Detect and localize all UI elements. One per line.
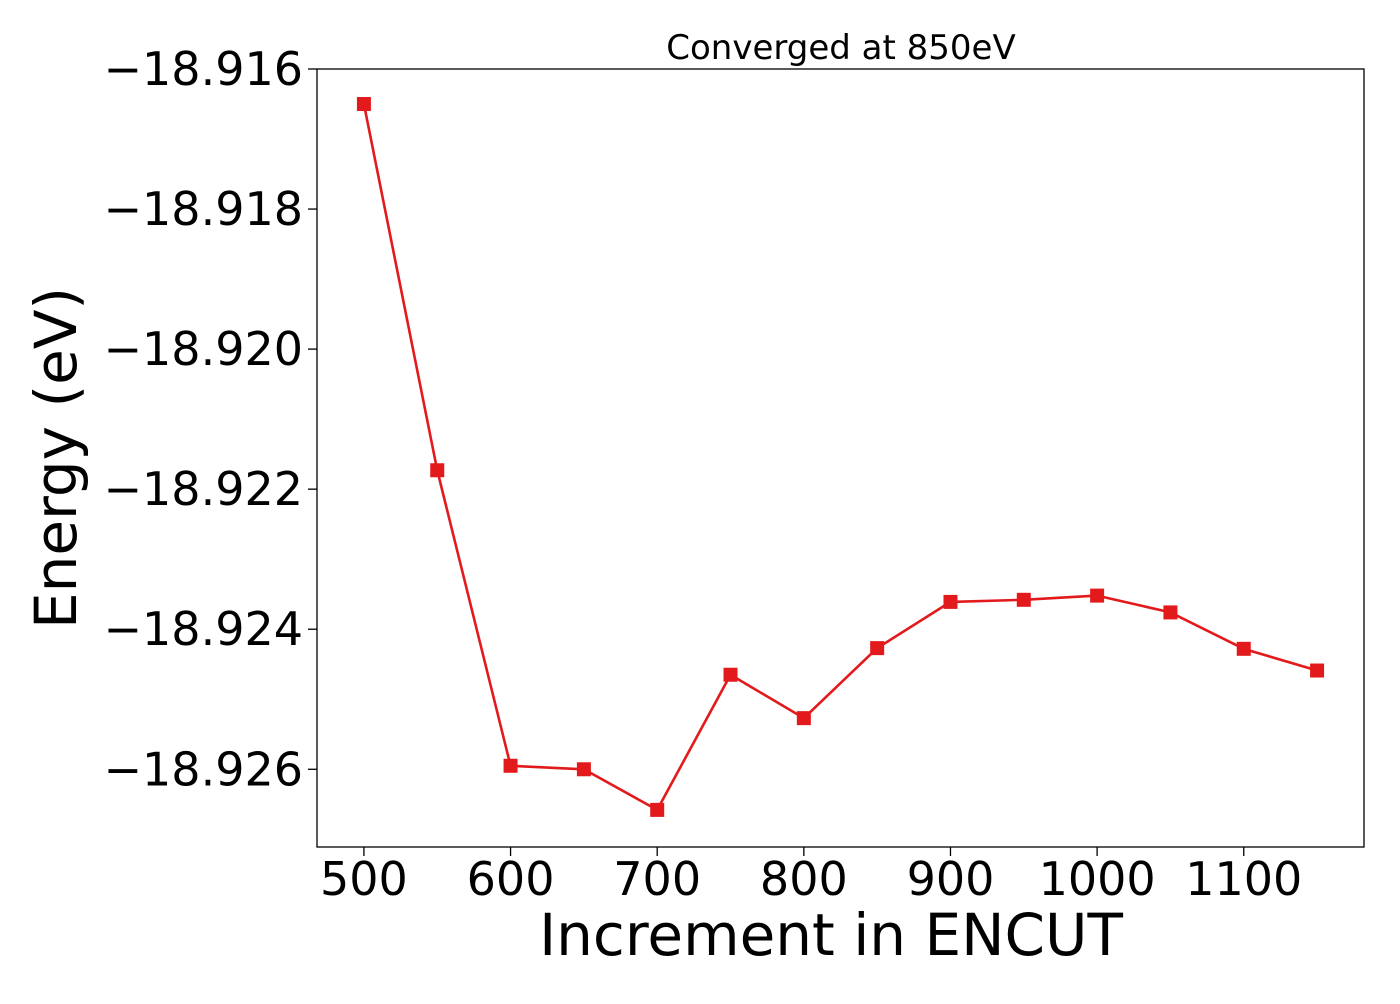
y-tick-label: −18.924 bbox=[104, 602, 304, 656]
data-point-marker bbox=[356, 97, 371, 112]
data-point-marker bbox=[870, 641, 885, 656]
y-tick-label: −18.926 bbox=[104, 742, 304, 796]
data-point-marker bbox=[430, 463, 445, 478]
x-tick-label: 1000 bbox=[1039, 852, 1156, 906]
y-axis-label: Energy (eV) bbox=[22, 287, 90, 629]
x-tick-label: 500 bbox=[320, 852, 408, 906]
chart-title: Converged at 850eV bbox=[666, 28, 1015, 68]
data-point-marker bbox=[796, 711, 811, 726]
x-tick-label: 1100 bbox=[1185, 852, 1302, 906]
x-tick-label: 600 bbox=[467, 852, 555, 906]
data-point-marker bbox=[576, 762, 591, 777]
data-point-marker bbox=[1090, 588, 1105, 603]
y-tick-label: −18.920 bbox=[104, 322, 304, 376]
data-point-marker bbox=[650, 802, 665, 817]
x-tick-label: 800 bbox=[760, 852, 848, 906]
x-tick-label: 700 bbox=[613, 852, 701, 906]
series-layer bbox=[356, 97, 1325, 817]
x-tick-label: 900 bbox=[907, 852, 995, 906]
x-axis-ticks: 500 600 700 800 900 1000 1100 bbox=[320, 847, 1302, 906]
data-point-marker bbox=[1236, 641, 1251, 656]
plot-area-frame bbox=[316, 68, 1365, 848]
y-tick-label: −18.922 bbox=[104, 462, 304, 516]
data-point-marker bbox=[1310, 663, 1325, 678]
data-point-marker bbox=[943, 594, 958, 609]
y-tick-label: −18.918 bbox=[104, 182, 304, 236]
y-tick-label: −18.916 bbox=[104, 42, 304, 96]
series-line bbox=[362, 103, 1318, 812]
data-point-marker bbox=[1163, 605, 1178, 620]
data-point-marker bbox=[723, 667, 738, 682]
data-point-marker bbox=[503, 758, 518, 773]
y-axis-ticks: −18.916 −18.918 −18.920 −18.922 −18.924 −18.9… bbox=[104, 42, 317, 796]
x-axis-label: Increment in ENCUT bbox=[539, 901, 1123, 969]
data-point-marker bbox=[1016, 592, 1031, 607]
